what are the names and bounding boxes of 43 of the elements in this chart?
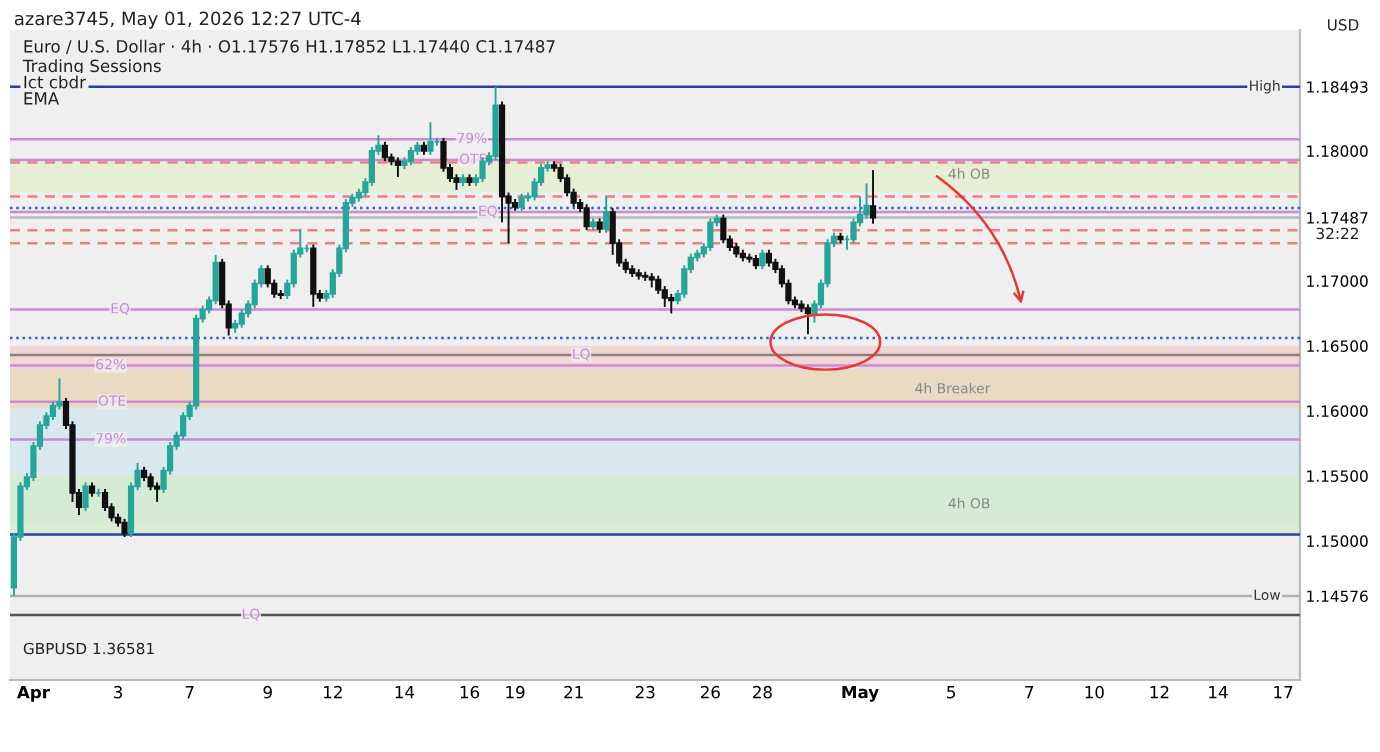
candlestick <box>394 156 402 178</box>
x-tick-label: 7 <box>1025 686 1034 699</box>
x-tick-label: 14 <box>1209 686 1228 699</box>
candlestick <box>238 308 245 329</box>
candlestick <box>869 169 877 225</box>
x-tick-label: 12 <box>1150 685 1169 699</box>
annotation: Ict cbdr <box>24 75 86 89</box>
candlestick <box>82 481 89 512</box>
x-tick-label: May <box>842 685 879 702</box>
annotation: Trading Sessions <box>22 59 161 76</box>
candlestick <box>707 217 714 252</box>
candlestick <box>121 517 128 538</box>
candlestick <box>381 140 389 163</box>
x-tick-label: 12 <box>324 685 342 699</box>
x-tick-label: 7 <box>185 686 194 699</box>
x-tick-label: 21 <box>564 685 583 699</box>
x-tick-label: Apr <box>16 686 50 702</box>
x-tick-label: 17 <box>1274 686 1293 699</box>
candlestick <box>427 121 434 156</box>
candlestick <box>668 292 675 315</box>
x-tick-label: 10 <box>1085 685 1104 699</box>
candlestick <box>153 481 161 503</box>
candlestick <box>603 195 610 234</box>
x-tick-label: 28 <box>753 685 772 699</box>
x-tick-label: 9 <box>263 685 272 699</box>
x-tick-label: 19 <box>506 685 525 699</box>
candlestick <box>863 182 870 220</box>
x-tick-label: 3 <box>114 685 123 699</box>
x-tick-label: 16 <box>460 685 480 699</box>
x-tick-label: 14 <box>395 686 415 699</box>
text: azare3745, May 01, 2026 12:27 UTC-4 <box>14 11 361 29</box>
annotation: EMA <box>24 92 60 105</box>
candlestick <box>212 253 219 306</box>
x-tick-label: 23 <box>635 685 655 699</box>
x-tick-label: 26 <box>700 685 720 699</box>
candlestick <box>407 146 415 167</box>
candlestick <box>583 203 590 232</box>
text: Euro / U.S. Dollar · 4h · O1.17576 H1.17852 L1.17440 C1.17487 <box>24 39 555 54</box>
candlestick <box>720 213 727 245</box>
x-tick-label: 5 <box>947 686 955 699</box>
candlestick <box>804 303 812 336</box>
candlestick <box>310 243 317 308</box>
candlestick <box>759 248 766 271</box>
